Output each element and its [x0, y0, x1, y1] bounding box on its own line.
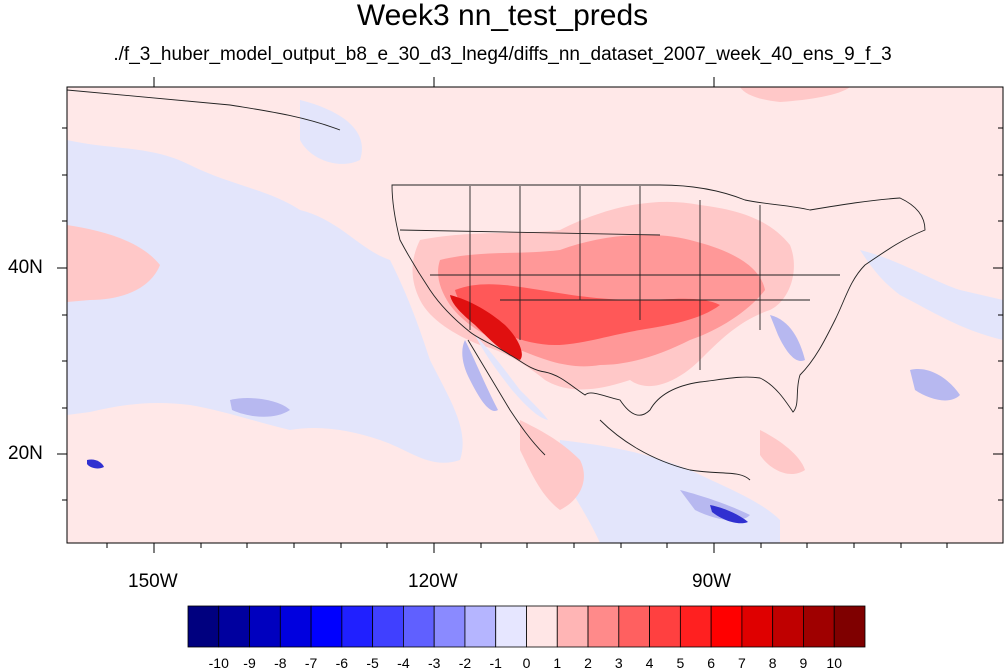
colorbar-swatch — [495, 605, 527, 648]
alaska-coast — [67, 89, 341, 131]
colorbar-swatch — [187, 605, 220, 648]
colorbar-swatch — [526, 605, 558, 648]
colorbar-swatch — [433, 605, 466, 648]
mexico-coast — [599, 419, 751, 481]
colorbar-swatch — [310, 605, 343, 648]
difference-field — [67, 87, 1003, 543]
lon-label-120w: 120W — [408, 571, 458, 592]
colorbar-swatch — [279, 605, 312, 648]
colorbar-tick-label: 9 — [799, 655, 808, 671]
colorbar-swatch — [741, 605, 774, 648]
colorbar-tick-label: 4 — [645, 655, 654, 671]
neg-region — [710, 505, 748, 524]
colorbar-tick-label: 10 — [826, 655, 842, 671]
colorbar-tick-label: -3 — [427, 655, 441, 671]
colorbar-swatch — [249, 605, 281, 648]
neg-region — [67, 140, 463, 463]
colorbar-tick-label: -4 — [397, 655, 410, 671]
colorbar-swatch — [649, 605, 681, 648]
lat-label-20n: 20N — [8, 443, 43, 464]
pos-region — [455, 284, 720, 345]
pos-region — [475, 335, 548, 420]
neg-region — [230, 398, 290, 417]
coastlines — [67, 89, 926, 481]
colorbar — [187, 605, 866, 648]
colorbar-tick-label: 3 — [614, 655, 623, 671]
colorbar-swatch — [618, 605, 650, 648]
colorbar-swatch — [679, 605, 712, 648]
colorbar-tick-label: 5 — [676, 655, 685, 671]
colorbar-swatch — [218, 605, 250, 648]
colorbar-swatch — [341, 605, 374, 648]
neg-region — [462, 340, 498, 411]
colorbar-tick-label: -6 — [335, 655, 349, 671]
state-line — [399, 229, 661, 236]
colorbar-tick-label: 7 — [738, 655, 746, 671]
colorbar-swatch — [372, 605, 404, 648]
pos-region — [740, 87, 850, 102]
colorbar-tick-label: 0 — [522, 655, 531, 671]
pos-region — [760, 430, 805, 475]
colorbar-swatch — [710, 605, 743, 648]
colorbar-tick-label: -5 — [366, 655, 379, 671]
colorbar-tick-label: -8 — [274, 655, 287, 671]
axis-ticks — [57, 77, 1003, 553]
colorbar-swatch — [556, 605, 589, 648]
lon-label-150w: 150W — [128, 571, 178, 592]
baja-coast — [467, 339, 546, 456]
colorbar-tick-label: 6 — [707, 655, 716, 671]
neg-region — [770, 315, 805, 361]
lon-label-90w: 90W — [692, 571, 732, 592]
colorbar-swatch — [803, 605, 835, 648]
colorbar-tick-label: -10 — [208, 655, 229, 671]
us-outline — [391, 184, 926, 416]
colorbar-tick-label: -2 — [458, 655, 472, 671]
neg-region — [860, 250, 1003, 340]
colorbar-swatch — [464, 605, 497, 648]
map-subtitle: ./f_3_huber_model_output_b8_e_30_d3_lneg… — [113, 44, 892, 65]
map-title: Week3 nn_test_preds — [356, 0, 649, 32]
colorbar-tick-label: 1 — [553, 655, 562, 671]
pos-region — [520, 420, 584, 510]
colorbar-tick-label: -9 — [243, 655, 256, 671]
pos-region — [450, 295, 522, 360]
neg-region — [300, 100, 362, 164]
colorbar-tick-label: -7 — [304, 655, 318, 671]
colorbar-swatch — [587, 605, 620, 648]
pos-region — [67, 225, 160, 302]
colorbar-tick-label: 8 — [768, 655, 777, 671]
lat-label-40n: 40N — [8, 257, 43, 278]
colorbar-swatch — [403, 605, 435, 648]
colorbar-swatch — [833, 605, 866, 648]
colorbar-tick-label: 2 — [584, 655, 592, 671]
colorbar-swatch — [772, 605, 804, 648]
colorbar-tick-label: -1 — [489, 655, 502, 671]
neg-region — [910, 369, 960, 401]
neg-region — [87, 459, 104, 469]
